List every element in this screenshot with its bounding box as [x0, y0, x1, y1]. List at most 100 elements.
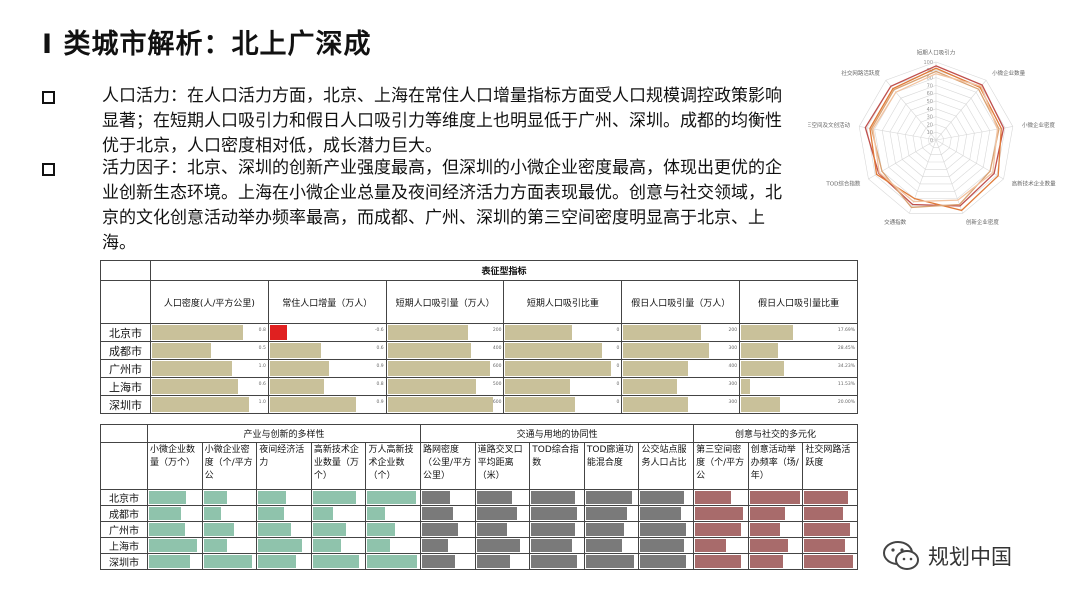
- table2-group-header: 创意与社交的多元化: [693, 424, 858, 443]
- table1-value: -0.6: [374, 328, 384, 333]
- table2-cell: [529, 553, 585, 570]
- radar-tick-label: 0: [930, 138, 933, 144]
- table1-cell: 300: [621, 341, 741, 360]
- table-row: 深圳市: [100, 553, 858, 570]
- table2-bar: [695, 539, 726, 552]
- table2-cell: [365, 489, 422, 506]
- table2-bar: [149, 523, 185, 536]
- city-label: 成都市: [100, 505, 148, 522]
- table2-cell: [147, 489, 203, 506]
- square-bullet-icon: [42, 91, 55, 104]
- table1-cell: -0.6: [267, 323, 387, 342]
- table2-column-header: 高新技术企业数量（万个）: [310, 442, 367, 490]
- table2-cell: [802, 505, 858, 522]
- table2-cell: [802, 553, 858, 570]
- table1-value: 0.6: [376, 346, 384, 351]
- table2-bar: [749, 507, 786, 520]
- bullet-text: 人口活力：在人口活力方面，北京、上海在常住人口增量指标方面受人口规模调控政策影响…: [102, 86, 782, 156]
- radar-spoke: [935, 139, 1004, 180]
- table2-column-header: 小微企业密度（个/平方公: [201, 442, 258, 490]
- table1-value: 200: [492, 328, 502, 333]
- table1-bar: [387, 325, 469, 340]
- table1-cell: 400: [385, 341, 505, 360]
- table1-value: 1.0: [258, 364, 266, 369]
- city-label: 上海市: [100, 537, 148, 554]
- table1-cell: 17.69%: [739, 323, 858, 342]
- city-label: 广州市: [100, 359, 151, 378]
- table2-cell: [256, 553, 312, 570]
- table1-cell: 0: [503, 323, 623, 342]
- radar-series-line: [864, 65, 1005, 207]
- table2-cell: [147, 521, 203, 538]
- table2-bar: [695, 523, 741, 536]
- table1-bar: [387, 379, 476, 394]
- table-row: 上海市 0.6 0.8 500 0 300 11.53%: [100, 377, 858, 396]
- radar-series-line: [869, 67, 1002, 212]
- table1-bar: [505, 361, 611, 376]
- table1-value: 300: [728, 400, 738, 405]
- radar-tick-label: 80: [927, 76, 933, 82]
- table2-cell: [747, 505, 804, 522]
- table2-cell: [420, 553, 476, 570]
- city-label: 深圳市: [100, 395, 151, 414]
- table1-value: 0.5: [258, 346, 266, 351]
- table2-cell: [638, 489, 695, 506]
- table1-value: 500: [492, 382, 502, 387]
- table2-bar: [367, 523, 396, 536]
- table1-bar: [623, 325, 701, 340]
- table2-cell: [256, 505, 312, 522]
- table1-value: 300: [728, 382, 738, 387]
- table2-column-header: 万人高新技术企业数（个）: [365, 442, 422, 490]
- table2-bar: [585, 507, 627, 520]
- table2-cell: [420, 521, 476, 538]
- radar-tick-label: 40: [927, 107, 933, 113]
- table2-cell: [638, 553, 695, 570]
- table1-column-header: 短期人口吸引比重: [503, 280, 623, 324]
- table1-cell: 600: [385, 359, 505, 378]
- table2-bar: [312, 539, 341, 552]
- table2-cell: [256, 521, 312, 538]
- table1-value: 0.9: [376, 364, 384, 369]
- table1-bar: [741, 379, 750, 394]
- table2-bar: [640, 507, 682, 520]
- table1-cell: 0.9: [267, 395, 387, 414]
- table1-bar: [741, 397, 780, 412]
- table1-value: 400: [492, 346, 502, 351]
- table2-bar: [476, 539, 520, 552]
- wechat-icon: [883, 541, 919, 570]
- city-label: 北京市: [100, 489, 148, 506]
- table1-bar: [623, 397, 688, 412]
- table2-bar: [640, 555, 687, 568]
- table2-bar: [476, 491, 513, 504]
- table1-value: 0.8: [258, 328, 266, 333]
- table1-cell: 200: [621, 323, 741, 342]
- table2-cell: [747, 489, 804, 506]
- table2-cell: [201, 489, 258, 506]
- table2-cell: [747, 521, 804, 538]
- radar-grid-ring: [874, 77, 998, 199]
- table2-cell: [147, 553, 203, 570]
- table2-cell: [583, 505, 640, 522]
- table2-bar: [585, 555, 635, 568]
- table2-column-header: 公交站点服务人口占比: [638, 442, 695, 490]
- table1-cell: 28.45%: [739, 341, 858, 360]
- table1-value: 11.53%: [837, 382, 855, 387]
- table1-cell: 0.5: [150, 341, 269, 360]
- table1-bar: [387, 343, 472, 358]
- table2-cell: [420, 537, 476, 554]
- radar-grid-ring: [889, 92, 983, 185]
- table2-bar: [422, 539, 448, 552]
- table1-bar: [505, 379, 570, 394]
- table2-bar: [585, 491, 632, 504]
- table1-cell: 500: [385, 377, 505, 396]
- table2-group-header: 交通与用地的协同性: [420, 424, 695, 443]
- city-label: 成都市: [100, 341, 151, 360]
- table1-value: 17.69%: [837, 328, 855, 333]
- logo-text: 规划中国: [928, 545, 1012, 569]
- table2-cell: [201, 505, 258, 522]
- table2-bar: [422, 507, 453, 520]
- table2-cell: [147, 505, 203, 522]
- table2-cell: [529, 521, 585, 538]
- table1-value: 300: [728, 346, 738, 351]
- table-row: 广州市: [100, 521, 858, 538]
